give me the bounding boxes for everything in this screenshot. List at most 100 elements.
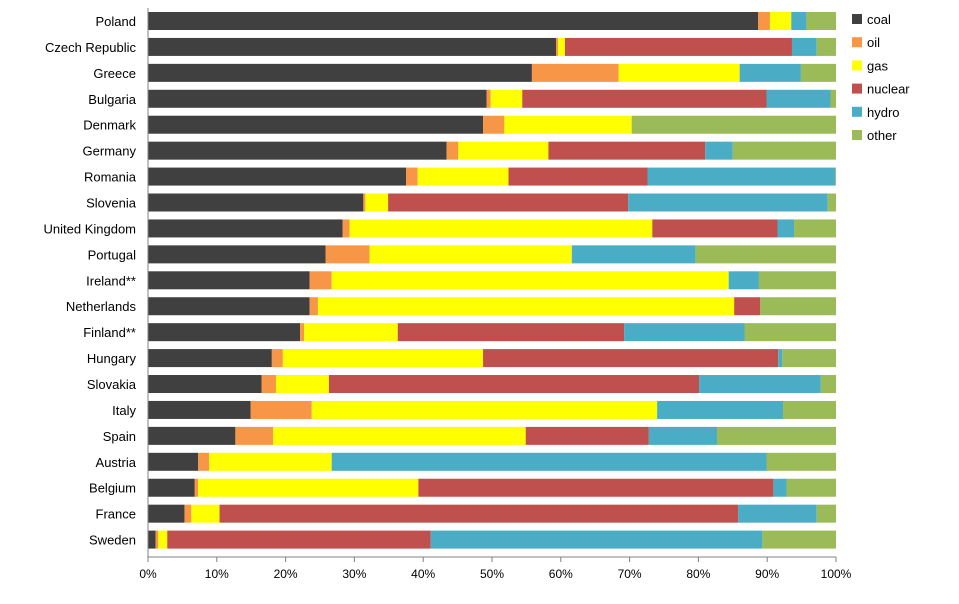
bar-finland-coal <box>148 323 301 342</box>
bar-finland-hydro <box>624 323 745 342</box>
bar-germany-other <box>732 141 836 160</box>
bar-romania-hydro <box>647 167 836 186</box>
bar-bulgaria-nuclear <box>522 89 767 108</box>
bar-spain-other <box>716 426 836 445</box>
x-tick-label: 20% <box>274 567 298 581</box>
x-tick-label: 70% <box>618 567 642 581</box>
bar-denmark-other <box>631 115 836 134</box>
bar-france-nuclear <box>219 504 739 523</box>
bar-germany-coal <box>148 141 447 160</box>
bar-netherlands-oil <box>309 297 318 316</box>
bar-ireland-hydro <box>728 271 759 290</box>
bar-france-other <box>816 504 836 523</box>
x-tick-label: 0% <box>139 567 157 581</box>
bar-netherlands-other <box>760 297 836 316</box>
bar-romania-other <box>835 167 836 186</box>
bar-bulgaria-coal <box>148 89 487 108</box>
bar-austria-coal <box>148 452 199 471</box>
bar-austria-other <box>766 452 836 471</box>
bar-united-kingdom-coal <box>148 219 343 238</box>
bar-portugal-coal <box>148 245 326 264</box>
x-tick-label: 50% <box>480 567 504 581</box>
legend-swatch-coal <box>852 14 862 24</box>
bar-hungary-gas <box>282 349 484 368</box>
bar-slovakia-other <box>820 375 836 394</box>
bar-finland-other <box>744 323 836 342</box>
bar-france-hydro <box>738 504 817 523</box>
legend-swatch-nuclear <box>852 83 862 94</box>
x-tick-label: 10% <box>205 567 229 581</box>
x-tick-label: 30% <box>342 567 366 581</box>
bar-united-kingdom-hydro <box>777 219 795 238</box>
bar-italy-oil <box>250 400 312 419</box>
bar-france-gas <box>191 504 220 523</box>
bar-spain-gas <box>273 426 526 445</box>
bar-united-kingdom-oil <box>342 219 350 238</box>
bar-ireland-coal <box>148 271 310 290</box>
bar-greece-other <box>800 63 836 82</box>
bar-spain-nuclear <box>525 426 649 445</box>
bar-portugal-oil <box>325 245 370 264</box>
bar-denmark-coal <box>148 115 484 134</box>
legend-label-coal: coal <box>867 12 891 27</box>
bar-germany-gas <box>458 141 549 160</box>
bar-hungary-oil <box>271 349 283 368</box>
category-label: Hungary <box>87 351 137 366</box>
bar-germany-nuclear <box>548 141 706 160</box>
bar-spain-coal <box>148 426 236 445</box>
bar-slovenia-gas <box>365 193 389 212</box>
bar-romania-gas <box>417 167 509 186</box>
category-label: Ireland** <box>86 273 136 288</box>
bar-finland-gas <box>304 323 398 342</box>
bar-finland-oil <box>300 323 305 342</box>
category-label: Denmark <box>83 118 136 133</box>
bar-belgium-hydro <box>773 478 787 497</box>
bar-bulgaria-other <box>830 89 836 108</box>
category-label: Slovakia <box>87 377 137 392</box>
category-label: Slovenia <box>86 196 137 211</box>
legend-label-oil: oil <box>867 35 880 50</box>
x-tick-label: 90% <box>755 567 779 581</box>
legend-label-other: other <box>867 128 897 143</box>
bar-netherlands-coal <box>148 297 310 316</box>
x-tick-label: 40% <box>411 567 435 581</box>
bar-ireland-gas <box>331 271 729 290</box>
category-label: Austria <box>96 455 137 470</box>
legend-swatch-gas <box>852 60 862 71</box>
bar-italy-hydro <box>657 400 784 419</box>
bar-france-oil <box>184 504 192 523</box>
category-label: Bulgaria <box>88 92 136 107</box>
bar-poland-oil <box>758 12 770 30</box>
bar-czech-republic-nuclear <box>564 37 792 56</box>
bar-france-coal <box>148 504 185 523</box>
legend-label-gas: gas <box>867 58 888 73</box>
category-labels: Poland Czech Republic Greece Bulgaria Denmar… <box>44 14 137 548</box>
bar-slovenia-hydro <box>628 193 828 212</box>
x-tick-label: 100% <box>821 567 852 581</box>
bar-romania-oil <box>406 167 418 186</box>
bar-poland-hydro <box>791 12 807 30</box>
bar-sweden-coal <box>148 530 156 549</box>
category-label: Czech Republic <box>45 40 137 55</box>
bar-hungary-hydro <box>778 349 783 368</box>
category-label: Poland <box>96 14 136 29</box>
category-label: Greece <box>93 66 136 81</box>
bar-belgium-oil <box>194 478 199 497</box>
bar-netherlands-nuclear <box>734 297 761 316</box>
bar-greece-coal <box>148 63 532 82</box>
legend-label-nuclear: nuclear <box>867 82 910 97</box>
x-tick-label: 80% <box>686 567 710 581</box>
bar-sweden-oil <box>155 530 159 549</box>
bar-portugal-gas <box>369 245 572 264</box>
bar-slovenia-coal <box>148 193 364 212</box>
bar-bulgaria-oil <box>486 89 491 108</box>
bar-slovenia-other <box>827 193 836 212</box>
bar-spain-hydro <box>648 426 717 445</box>
bar-greece-hydro <box>739 63 801 82</box>
category-label: Netherlands <box>66 299 137 314</box>
legend: coal oil gas nuclear hydro other <box>852 12 910 143</box>
bar-bulgaria-gas <box>490 89 523 108</box>
category-label: United Kingdom <box>44 221 137 236</box>
category-label: France <box>96 507 136 522</box>
